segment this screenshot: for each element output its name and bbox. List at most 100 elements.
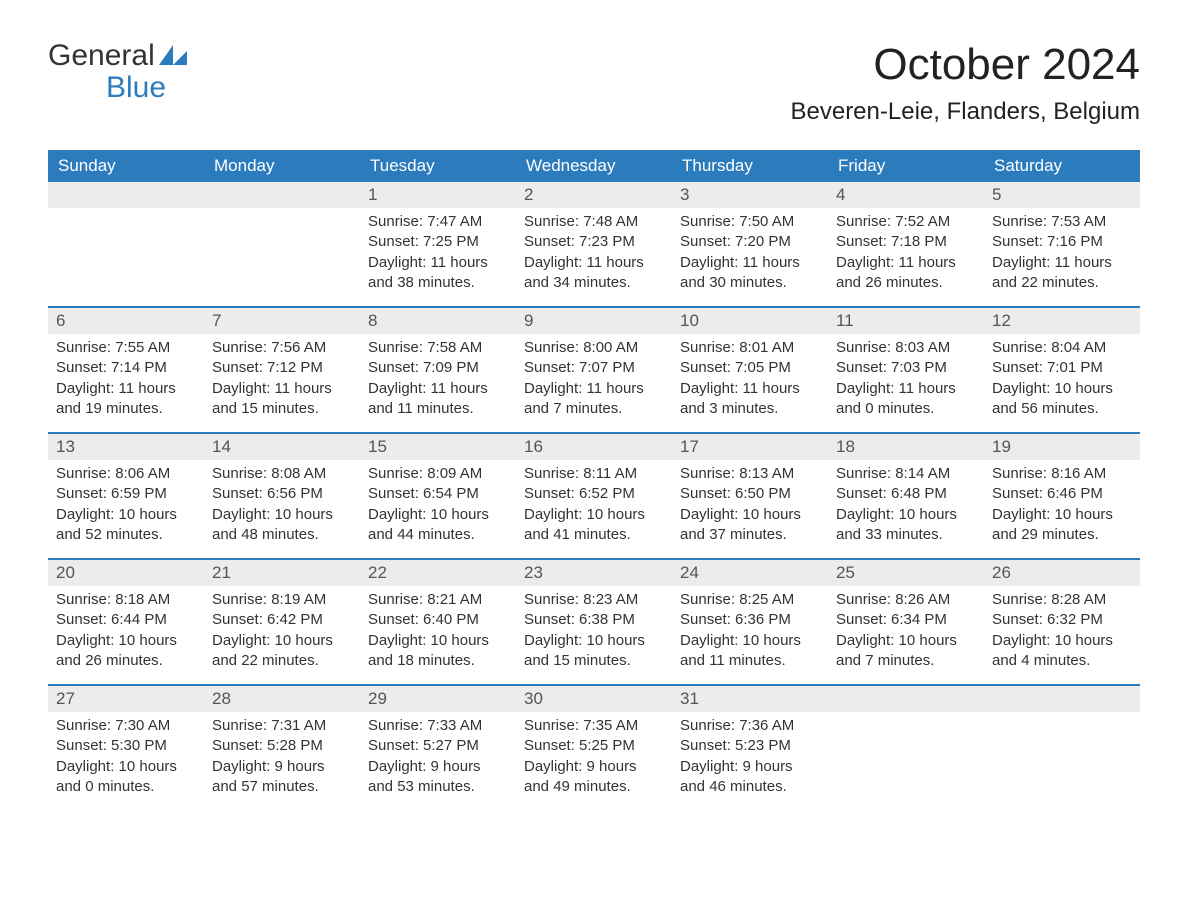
weekday-header: Friday — [828, 150, 984, 182]
day-cell: 26Sunrise: 8:28 AMSunset: 6:32 PMDayligh… — [984, 560, 1140, 684]
sunrise-text: Sunrise: 8:28 AM — [992, 590, 1132, 610]
sunset-text: Sunset: 5:27 PM — [368, 736, 508, 756]
day-body: Sunrise: 8:04 AMSunset: 7:01 PMDaylight:… — [984, 334, 1140, 427]
sunrise-text: Sunrise: 7:55 AM — [56, 338, 196, 358]
day-body: Sunrise: 7:33 AMSunset: 5:27 PMDaylight:… — [360, 712, 516, 805]
sunrise-text: Sunrise: 7:47 AM — [368, 212, 508, 232]
sunset-text: Sunset: 7:23 PM — [524, 232, 664, 252]
daylight-text: Daylight: 9 hours and 53 minutes. — [368, 757, 508, 798]
weekday-header: Wednesday — [516, 150, 672, 182]
day-cell: 28Sunrise: 7:31 AMSunset: 5:28 PMDayligh… — [204, 686, 360, 810]
day-number — [204, 182, 360, 208]
weekday-header: Thursday — [672, 150, 828, 182]
sunrise-text: Sunrise: 7:33 AM — [368, 716, 508, 736]
day-body: Sunrise: 7:36 AMSunset: 5:23 PMDaylight:… — [672, 712, 828, 805]
sunset-text: Sunset: 7:05 PM — [680, 358, 820, 378]
sunset-text: Sunset: 6:46 PM — [992, 484, 1132, 504]
day-cell — [984, 686, 1140, 810]
sunrise-text: Sunrise: 7:53 AM — [992, 212, 1132, 232]
day-body: Sunrise: 8:21 AMSunset: 6:40 PMDaylight:… — [360, 586, 516, 679]
day-body: Sunrise: 8:08 AMSunset: 6:56 PMDaylight:… — [204, 460, 360, 553]
day-cell: 18Sunrise: 8:14 AMSunset: 6:48 PMDayligh… — [828, 434, 984, 558]
day-body: Sunrise: 7:35 AMSunset: 5:25 PMDaylight:… — [516, 712, 672, 805]
day-number: 25 — [828, 560, 984, 586]
sunset-text: Sunset: 6:34 PM — [836, 610, 976, 630]
day-cell — [828, 686, 984, 810]
day-number: 14 — [204, 434, 360, 460]
day-number: 6 — [48, 308, 204, 334]
day-number: 1 — [360, 182, 516, 208]
sunrise-text: Sunrise: 7:58 AM — [368, 338, 508, 358]
day-body: Sunrise: 8:13 AMSunset: 6:50 PMDaylight:… — [672, 460, 828, 553]
day-number: 22 — [360, 560, 516, 586]
sunset-text: Sunset: 6:50 PM — [680, 484, 820, 504]
sunset-text: Sunset: 7:18 PM — [836, 232, 976, 252]
daylight-text: Daylight: 10 hours and 52 minutes. — [56, 505, 196, 546]
day-number — [984, 686, 1140, 712]
day-cell: 29Sunrise: 7:33 AMSunset: 5:27 PMDayligh… — [360, 686, 516, 810]
sunrise-text: Sunrise: 8:08 AM — [212, 464, 352, 484]
daylight-text: Daylight: 10 hours and 48 minutes. — [212, 505, 352, 546]
day-cell: 19Sunrise: 8:16 AMSunset: 6:46 PMDayligh… — [984, 434, 1140, 558]
day-cell: 30Sunrise: 7:35 AMSunset: 5:25 PMDayligh… — [516, 686, 672, 810]
sunset-text: Sunset: 7:14 PM — [56, 358, 196, 378]
day-cell: 14Sunrise: 8:08 AMSunset: 6:56 PMDayligh… — [204, 434, 360, 558]
day-number: 24 — [672, 560, 828, 586]
daylight-text: Daylight: 11 hours and 11 minutes. — [368, 379, 508, 420]
sunrise-text: Sunrise: 7:52 AM — [836, 212, 976, 232]
week-row: 27Sunrise: 7:30 AMSunset: 5:30 PMDayligh… — [48, 684, 1140, 810]
day-number — [828, 686, 984, 712]
flag-icon — [159, 40, 187, 72]
logo-text-bottom: Blue — [48, 72, 187, 104]
weekday-header: Saturday — [984, 150, 1140, 182]
day-body: Sunrise: 7:30 AMSunset: 5:30 PMDaylight:… — [48, 712, 204, 805]
week-row: 1Sunrise: 7:47 AMSunset: 7:25 PMDaylight… — [48, 182, 1140, 306]
sunrise-text: Sunrise: 8:13 AM — [680, 464, 820, 484]
day-cell: 3Sunrise: 7:50 AMSunset: 7:20 PMDaylight… — [672, 182, 828, 306]
day-body: Sunrise: 8:11 AMSunset: 6:52 PMDaylight:… — [516, 460, 672, 553]
sunset-text: Sunset: 6:38 PM — [524, 610, 664, 630]
day-body: Sunrise: 8:28 AMSunset: 6:32 PMDaylight:… — [984, 586, 1140, 679]
daylight-text: Daylight: 9 hours and 49 minutes. — [524, 757, 664, 798]
sunrise-text: Sunrise: 8:04 AM — [992, 338, 1132, 358]
daylight-text: Daylight: 10 hours and 56 minutes. — [992, 379, 1132, 420]
day-number — [48, 182, 204, 208]
weekday-header: Monday — [204, 150, 360, 182]
day-number: 20 — [48, 560, 204, 586]
day-number: 28 — [204, 686, 360, 712]
day-body: Sunrise: 8:06 AMSunset: 6:59 PMDaylight:… — [48, 460, 204, 553]
day-number: 8 — [360, 308, 516, 334]
sunrise-text: Sunrise: 7:36 AM — [680, 716, 820, 736]
day-body: Sunrise: 7:31 AMSunset: 5:28 PMDaylight:… — [204, 712, 360, 805]
sunrise-text: Sunrise: 7:31 AM — [212, 716, 352, 736]
day-body: Sunrise: 7:48 AMSunset: 7:23 PMDaylight:… — [516, 208, 672, 301]
day-cell: 11Sunrise: 8:03 AMSunset: 7:03 PMDayligh… — [828, 308, 984, 432]
day-number: 23 — [516, 560, 672, 586]
sunset-text: Sunset: 7:07 PM — [524, 358, 664, 378]
sunrise-text: Sunrise: 8:11 AM — [524, 464, 664, 484]
day-number: 26 — [984, 560, 1140, 586]
day-body: Sunrise: 8:18 AMSunset: 6:44 PMDaylight:… — [48, 586, 204, 679]
day-cell: 13Sunrise: 8:06 AMSunset: 6:59 PMDayligh… — [48, 434, 204, 558]
daylight-text: Daylight: 11 hours and 7 minutes. — [524, 379, 664, 420]
sunrise-text: Sunrise: 8:09 AM — [368, 464, 508, 484]
day-body: Sunrise: 8:09 AMSunset: 6:54 PMDaylight:… — [360, 460, 516, 553]
day-cell: 9Sunrise: 8:00 AMSunset: 7:07 PMDaylight… — [516, 308, 672, 432]
day-number: 13 — [48, 434, 204, 460]
calendar: SundayMondayTuesdayWednesdayThursdayFrid… — [48, 150, 1140, 810]
logo-text-top: General — [48, 40, 155, 72]
sunset-text: Sunset: 6:52 PM — [524, 484, 664, 504]
daylight-text: Daylight: 10 hours and 44 minutes. — [368, 505, 508, 546]
daylight-text: Daylight: 10 hours and 7 minutes. — [836, 631, 976, 672]
daylight-text: Daylight: 10 hours and 0 minutes. — [56, 757, 196, 798]
day-number: 19 — [984, 434, 1140, 460]
day-number: 10 — [672, 308, 828, 334]
day-body: Sunrise: 7:50 AMSunset: 7:20 PMDaylight:… — [672, 208, 828, 301]
sunrise-text: Sunrise: 8:01 AM — [680, 338, 820, 358]
day-body: Sunrise: 7:52 AMSunset: 7:18 PMDaylight:… — [828, 208, 984, 301]
day-number: 31 — [672, 686, 828, 712]
weekday-header: Sunday — [48, 150, 204, 182]
day-cell: 22Sunrise: 8:21 AMSunset: 6:40 PMDayligh… — [360, 560, 516, 684]
daylight-text: Daylight: 10 hours and 33 minutes. — [836, 505, 976, 546]
sunrise-text: Sunrise: 8:06 AM — [56, 464, 196, 484]
